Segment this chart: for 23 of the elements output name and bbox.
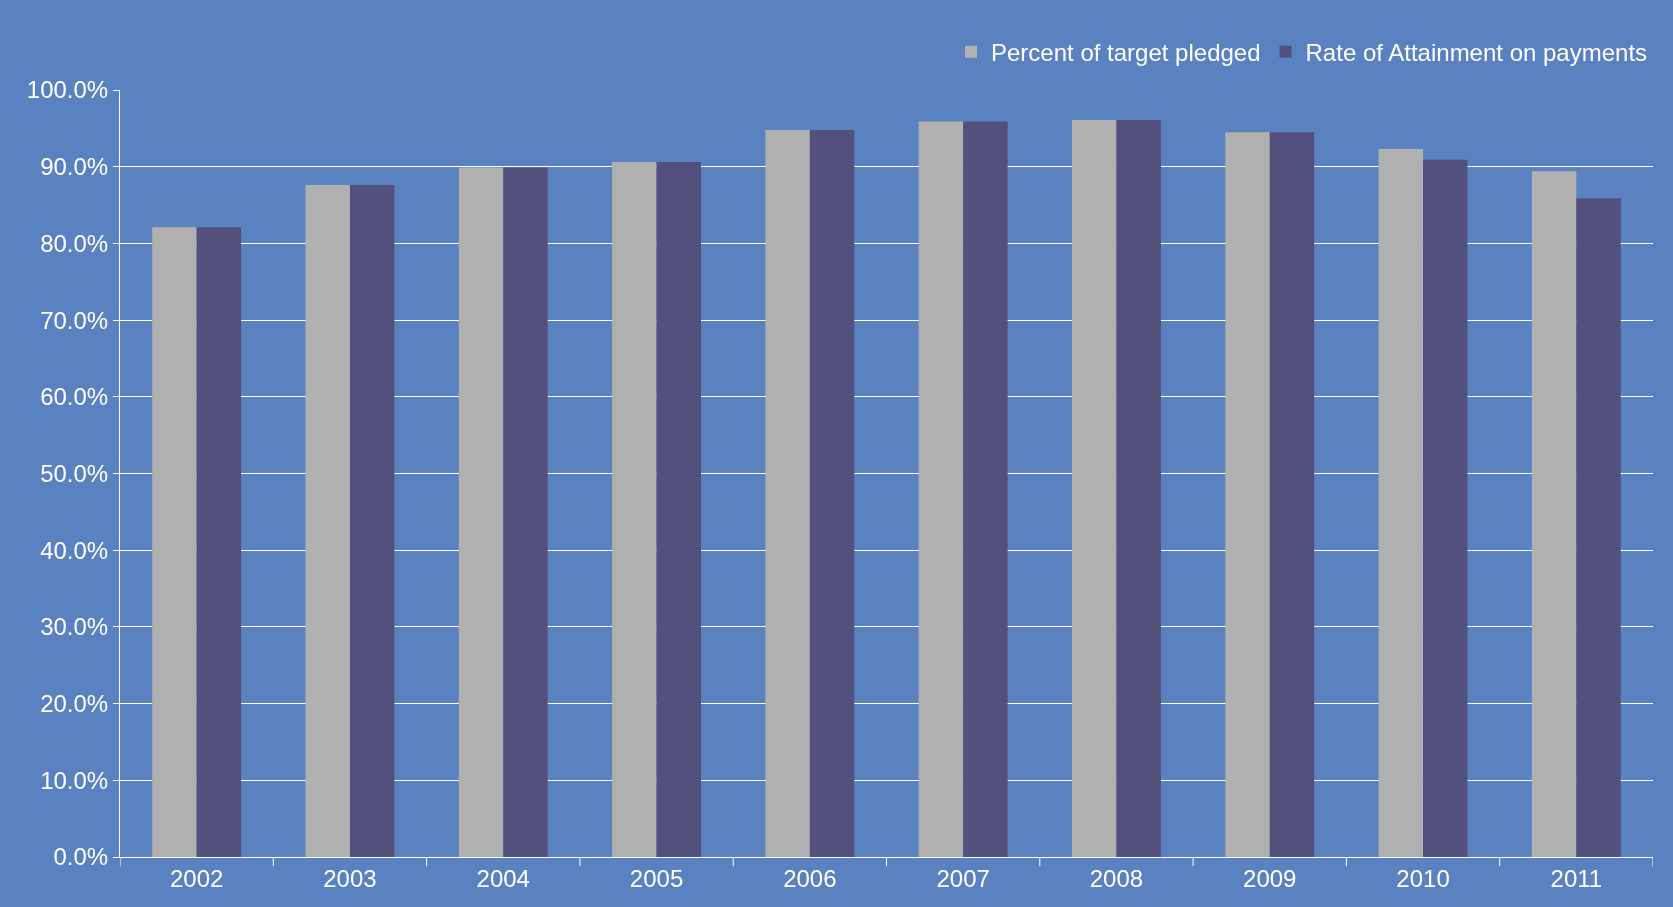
x-tick-label: 2004	[476, 864, 530, 892]
y-tick-label: 40.0%	[40, 536, 109, 564]
x-tick-label: 2002	[169, 864, 224, 892]
y-tick-label: 80.0%	[40, 229, 109, 257]
y-tick-label: 70.0%	[40, 306, 109, 334]
x-tick-label: 2008	[1089, 864, 1144, 892]
y-tick-label: 10.0%	[40, 766, 109, 794]
x-tick-label: 2006	[783, 864, 837, 892]
y-tick-label: 50.0%	[40, 459, 109, 487]
x-tick-label: 2007	[936, 864, 990, 892]
y-tick-label: 90.0%	[40, 153, 109, 181]
x-tick-label: 2011	[1550, 864, 1603, 892]
y-tick-label: 20.0%	[40, 690, 109, 717]
x-tick-label: 2003	[323, 864, 377, 892]
y-tick-label: 100.0%	[26, 76, 109, 104]
y-tick-label: 30.0%	[40, 613, 109, 641]
legend-label: Percent of target pledged	[991, 39, 1261, 67]
x-tick-label: 2005	[629, 864, 684, 892]
x-tick-label: 2009	[1243, 864, 1297, 892]
y-tick-label: 0.0%	[53, 843, 109, 871]
x-tick-label: 2010	[1396, 864, 1450, 892]
y-tick-label: 60.0%	[40, 383, 109, 411]
legend-label: Rate of Attainment on payments	[1305, 39, 1648, 67]
